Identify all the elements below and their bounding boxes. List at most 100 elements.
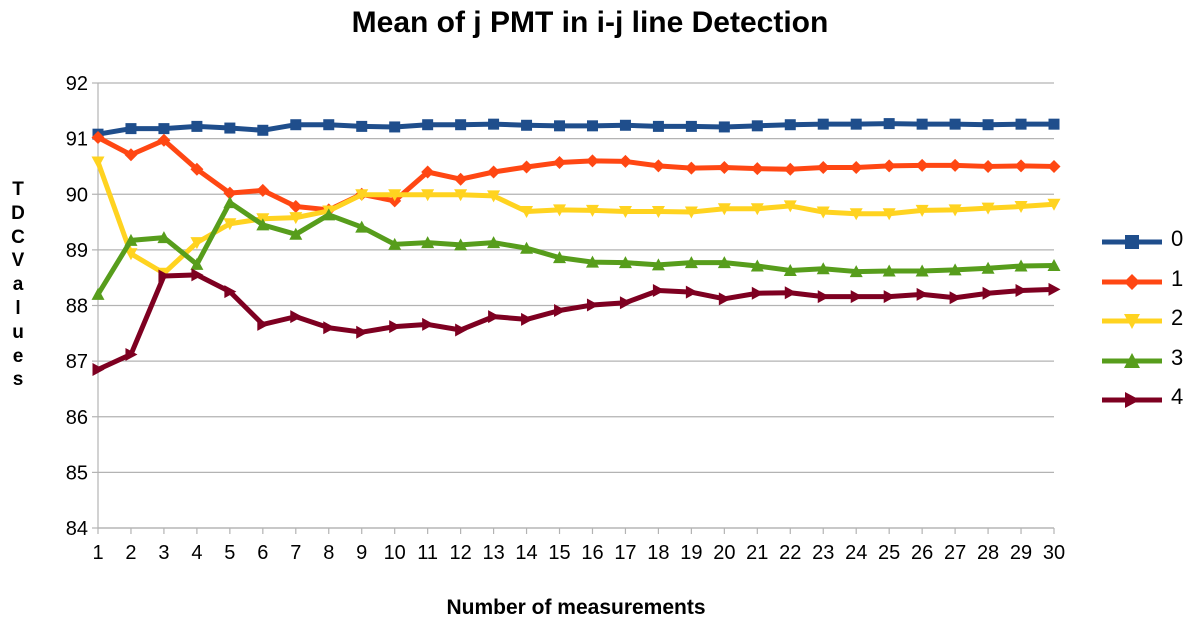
data-point (618, 205, 632, 218)
data-point (882, 208, 896, 221)
data-point (850, 118, 862, 130)
data-point (289, 199, 303, 213)
y-tick-label: 84 (66, 518, 88, 540)
legend-swatch (1102, 392, 1162, 408)
data-point (91, 156, 105, 169)
data-point (454, 172, 468, 186)
legend-label: 2 (1171, 305, 1184, 330)
x-tick-label: 21 (746, 542, 768, 564)
data-point (619, 296, 632, 310)
data-point (91, 287, 105, 300)
legend-swatch (1102, 314, 1162, 329)
data-point (1014, 159, 1028, 173)
data-point (1014, 200, 1028, 213)
data-point (750, 203, 764, 216)
x-tick-label: 14 (515, 542, 537, 564)
data-point (257, 124, 269, 136)
data-point (223, 218, 237, 231)
legend-item: 1 (1098, 263, 1198, 303)
data-point (949, 291, 962, 305)
data-point (981, 261, 995, 274)
data-point (619, 119, 631, 131)
data-point (784, 286, 797, 300)
data-point (784, 119, 796, 131)
legend-label: 1 (1171, 265, 1184, 291)
data-point (915, 204, 929, 217)
series-line-3 (95, 200, 1057, 297)
data-point (750, 259, 764, 272)
data-point (685, 120, 697, 132)
data-point (257, 317, 270, 331)
data-point (520, 241, 534, 254)
data-point (553, 204, 567, 217)
x-tick-label: 23 (812, 542, 834, 564)
data-point (554, 304, 567, 318)
data-point (454, 238, 468, 251)
data-point (290, 119, 302, 131)
data-point (488, 118, 500, 130)
data-point (224, 285, 237, 299)
data-point (389, 320, 402, 334)
data-point (850, 290, 863, 304)
data-point (553, 251, 567, 264)
data-point (356, 120, 368, 132)
data-point (684, 161, 698, 175)
data-point (585, 255, 599, 268)
data-point (1014, 259, 1028, 272)
data-point (981, 159, 995, 173)
data-point (882, 264, 896, 277)
data-point (849, 161, 863, 175)
data-point (521, 312, 534, 326)
data-point (92, 362, 105, 376)
data-point (124, 248, 138, 261)
data-point (948, 263, 962, 276)
data-point (651, 205, 665, 218)
data-point (356, 325, 369, 339)
data-point (948, 204, 962, 217)
data-point (223, 186, 237, 200)
x-tick-label: 18 (647, 542, 669, 564)
data-point (1124, 352, 1140, 368)
data-point (388, 237, 402, 250)
data-point (91, 131, 105, 145)
data-point (355, 220, 369, 233)
data-point (124, 148, 138, 162)
data-point (586, 120, 598, 132)
x-tick-label: 2 (125, 542, 136, 564)
data-point (915, 264, 929, 277)
data-point (224, 122, 236, 134)
data-point (1124, 314, 1140, 329)
legend-label: 4 (1171, 384, 1184, 409)
data-point (191, 120, 203, 132)
data-point (158, 123, 170, 135)
data-point (751, 120, 763, 132)
data-point (124, 233, 138, 246)
y-tick-label: 86 (66, 407, 88, 429)
data-point (520, 205, 534, 218)
x-tick-label: 17 (614, 542, 636, 564)
data-point (355, 189, 369, 202)
data-point (718, 292, 731, 306)
data-point (651, 159, 665, 173)
x-tick-label: 7 (290, 542, 301, 564)
data-point (751, 286, 764, 300)
data-point (1125, 235, 1139, 249)
data-point (422, 119, 434, 131)
data-point (454, 189, 468, 202)
y-tick-label: 92 (66, 73, 88, 95)
data-point (421, 165, 435, 179)
legend-item: 0 (1098, 223, 1198, 263)
y-tick-label: 89 (66, 240, 88, 262)
data-point (817, 290, 830, 304)
data-point (1047, 159, 1061, 173)
x-tick-label: 10 (384, 542, 406, 564)
data-point (553, 156, 567, 170)
data-point (882, 159, 896, 173)
series-line-2 (95, 159, 1057, 276)
data-point (388, 189, 402, 202)
data-point (1124, 273, 1140, 290)
data-point (521, 119, 533, 131)
data-point (289, 212, 303, 225)
data-point (651, 258, 665, 271)
x-tick-label: 22 (779, 542, 801, 564)
